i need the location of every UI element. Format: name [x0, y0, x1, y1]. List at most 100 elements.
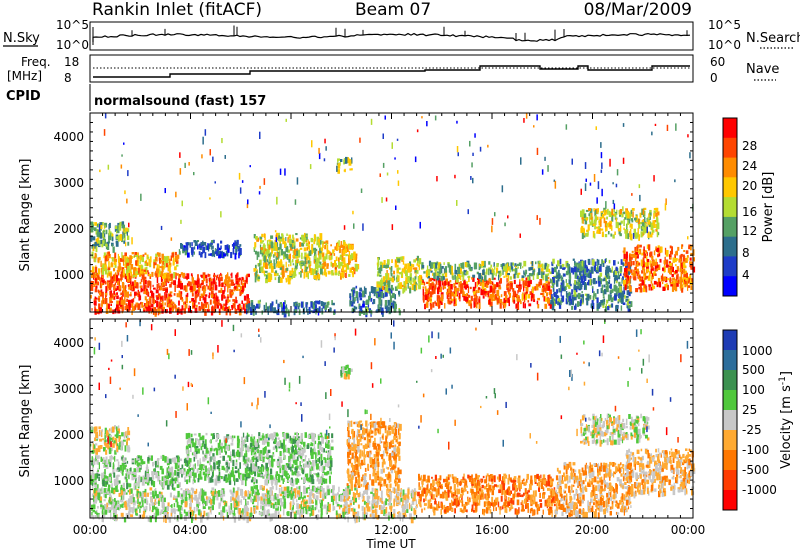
radar-echo-cell	[647, 219, 651, 225]
radar-echo-cell	[208, 292, 211, 296]
radar-echo-speckle	[615, 183, 618, 188]
radar-echo-cell	[380, 288, 383, 292]
radar-echo-cell	[321, 301, 324, 307]
radar-echo-cell	[127, 265, 130, 272]
radar-echo-cell	[618, 210, 620, 215]
radar-echo-cell	[177, 504, 180, 512]
radar-echo-cell	[639, 276, 642, 279]
radar-echo-cell	[593, 291, 595, 298]
radar-echo-cell	[208, 253, 211, 256]
radar-echo-cell	[474, 282, 477, 289]
radar-echo-cell	[329, 256, 332, 261]
radar-echo-cell	[535, 261, 537, 265]
radar-echo-cell	[109, 480, 113, 483]
radar-echo-cell	[235, 285, 239, 291]
radar-echo-speckle	[651, 131, 653, 136]
radar-echo-cell	[523, 270, 525, 275]
radar-echo-cell	[270, 260, 272, 263]
radar-echo-cell	[231, 307, 234, 311]
radar-echo-cell	[136, 458, 139, 461]
radar-echo-cell	[643, 269, 646, 274]
radar-echo-cell	[620, 305, 623, 311]
radar-echo-cell	[205, 501, 207, 506]
radar-echo-cell	[110, 512, 112, 520]
radar-echo-cell	[218, 247, 222, 251]
radar-echo-cell	[102, 479, 105, 487]
radar-echo-cell	[568, 279, 571, 285]
radar-echo-cell	[210, 507, 212, 515]
radar-echo-cell	[505, 294, 507, 300]
radar-echo-cell	[269, 266, 271, 269]
radar-echo-cell	[525, 286, 529, 292]
radar-echo-cell	[630, 214, 633, 217]
radar-echo-cell	[557, 301, 560, 305]
radar-echo-cell	[194, 240, 198, 246]
radar-echo-cell	[587, 231, 589, 236]
radar-echo-cell	[259, 259, 262, 266]
radar-echo-cell	[305, 306, 308, 312]
radar-echo-cell	[549, 302, 552, 309]
radar-echo-cell	[109, 493, 112, 498]
radar-echo-cell	[481, 260, 484, 266]
radar-echo-cell	[131, 507, 135, 510]
radar-echo-cell	[377, 281, 381, 285]
radar-echo-cell	[348, 250, 351, 258]
radar-echo-cell	[126, 468, 129, 473]
radar-echo-cell	[131, 299, 134, 304]
radar-echo-cell	[296, 303, 298, 307]
radar-echo-cell	[321, 264, 325, 269]
radar-echo-cell	[161, 281, 164, 287]
colorbar-swatch	[723, 256, 737, 277]
radar-echo-cell	[122, 291, 124, 297]
radar-echo-cell	[541, 263, 544, 271]
radar-echo-cell	[643, 285, 646, 293]
radar-echo-cell	[587, 279, 591, 286]
radar-echo-cell	[159, 296, 161, 300]
radar-echo-cell	[502, 301, 505, 306]
radar-echo-cell	[671, 274, 674, 277]
radar-echo-cell	[97, 469, 99, 472]
radar-echo-cell	[331, 252, 333, 260]
radar-echo-speckle	[501, 185, 504, 193]
radar-echo-cell	[203, 510, 206, 516]
radar-echo-cell	[96, 309, 99, 313]
radar-echo-cell	[627, 212, 630, 219]
radar-echo-cell	[109, 296, 112, 304]
radar-echo-cell	[95, 431, 98, 438]
radar-echo-cell	[685, 274, 688, 278]
radar-echo-cell	[303, 247, 307, 252]
radar-echo-cell	[256, 303, 259, 309]
radar-echo-cell	[609, 211, 613, 217]
radar-echo-cell	[682, 254, 685, 262]
radar-echo-cell	[171, 252, 175, 258]
radar-echo-cell	[176, 256, 179, 262]
radar-echo-cell	[156, 297, 159, 300]
radar-echo-cell	[606, 265, 608, 268]
radar-echo-speckle	[353, 223, 355, 229]
radar-echo-cell	[488, 268, 490, 276]
radar-echo-cell	[114, 498, 116, 502]
radar-echo-cell	[256, 237, 259, 242]
radar-echo-cell	[316, 257, 319, 264]
radar-echo-cell	[294, 256, 297, 259]
nave-label: Nave	[746, 62, 779, 77]
radar-echo-cell	[606, 275, 608, 278]
radar-echo-cell	[430, 303, 433, 310]
radar-echo-cell	[158, 257, 160, 261]
radar-echo-cell	[624, 259, 628, 266]
radar-echo-cell	[607, 267, 609, 274]
radar-echo-cell	[655, 229, 658, 232]
radar-echo-speckle	[507, 215, 509, 219]
radar-echo-cell	[463, 279, 466, 285]
radar-echo-cell	[109, 434, 112, 437]
radar-echo-cell	[116, 274, 119, 281]
radar-echo-cell	[92, 509, 96, 513]
radar-echo-cell	[177, 281, 181, 288]
radar-echo-cell	[285, 247, 289, 253]
radar-echo-cell	[512, 290, 516, 297]
radar-echo-cell	[276, 272, 279, 276]
radar-echo-cell	[670, 266, 672, 271]
radar-echo-cell	[442, 282, 444, 286]
radar-echo-cell	[90, 221, 93, 225]
radar-echo-cell	[211, 492, 214, 495]
